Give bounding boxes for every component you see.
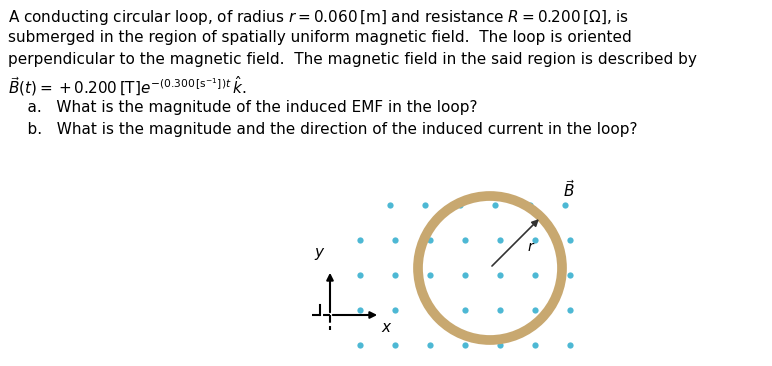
Text: $y$: $y$ (314, 246, 326, 262)
Text: $\vec{B}(t) = +0.200\,\mathrm{[T]}e^{-(0.300\,[\mathrm{s}^{-1}])t}\,\hat{k}$.: $\vec{B}(t) = +0.200\,\mathrm{[T]}e^{-(0… (8, 74, 246, 98)
Text: submerged in the region of spatially uniform magnetic field.  The loop is orient: submerged in the region of spatially uni… (8, 30, 631, 45)
Text: a.   What is the magnitude of the induced EMF in the loop?: a. What is the magnitude of the induced … (8, 100, 478, 115)
Text: $x$: $x$ (381, 320, 393, 335)
Text: perpendicular to the magnetic field.  The magnetic field in the said region is d: perpendicular to the magnetic field. The… (8, 52, 697, 67)
Text: A conducting circular loop, of radius $r = 0.060\,\mathrm{[m]}$ and resistance $: A conducting circular loop, of radius $r… (8, 8, 629, 27)
Text: $\vec{B}$: $\vec{B}$ (563, 179, 575, 200)
Text: b.   What is the magnitude and the direction of the induced current in the loop?: b. What is the magnitude and the directi… (8, 122, 638, 137)
Text: $r$: $r$ (527, 240, 536, 254)
